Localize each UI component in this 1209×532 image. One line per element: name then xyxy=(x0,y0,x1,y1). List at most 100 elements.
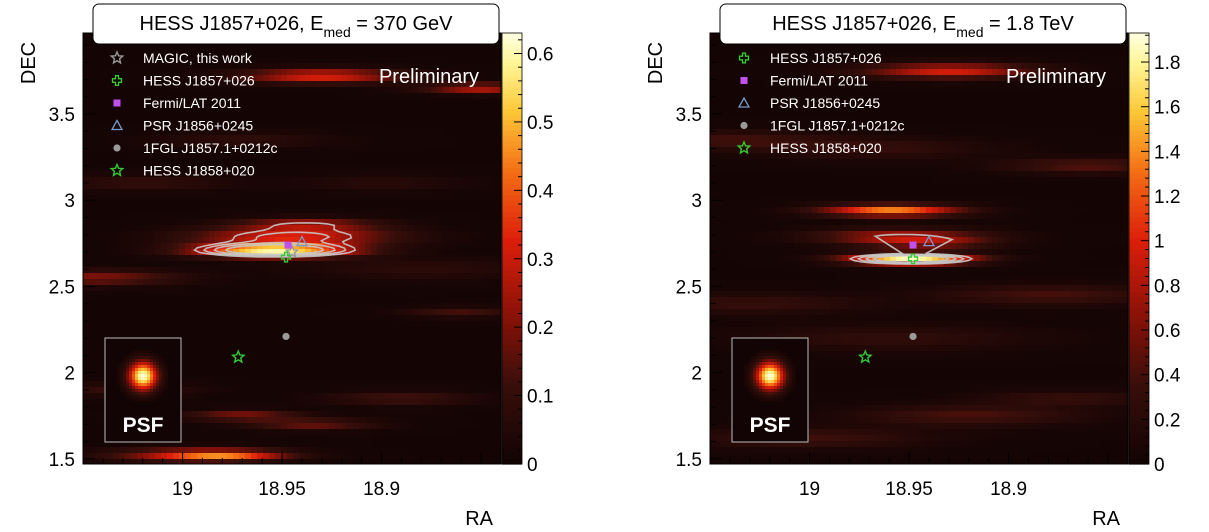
heatmap-cell xyxy=(179,99,186,106)
heatmap-cell xyxy=(191,45,198,52)
heatmap-cell xyxy=(467,45,474,52)
heatmap-cell xyxy=(101,111,108,118)
heatmap-cell xyxy=(341,129,348,136)
heatmap-cell xyxy=(365,333,372,340)
heatmap-cell xyxy=(317,447,324,454)
heatmap-cell xyxy=(497,225,502,232)
heatmap-cell xyxy=(167,315,174,322)
heatmap-cell xyxy=(161,201,168,208)
heatmap-cell xyxy=(449,171,456,178)
heatmap-cell xyxy=(143,219,150,226)
heatmap-cell xyxy=(365,441,372,448)
heatmap-cell xyxy=(341,177,348,184)
heatmap-cell xyxy=(215,93,222,100)
heatmap-cell xyxy=(431,159,438,166)
heatmap-cell xyxy=(107,303,114,310)
heatmap-cell xyxy=(167,45,174,52)
heatmap-cell xyxy=(293,387,300,394)
heatmap-cell xyxy=(185,237,192,244)
heatmap-cell xyxy=(185,165,192,172)
heatmap-cell xyxy=(119,201,126,208)
heatmap-cell xyxy=(359,327,366,334)
heatmap-cell xyxy=(449,141,456,148)
heatmap-cell xyxy=(293,105,300,112)
heatmap-cell xyxy=(347,69,354,76)
heatmap-cell xyxy=(305,333,312,340)
heatmap-cell xyxy=(239,105,246,112)
heatmap-cell xyxy=(497,243,502,250)
heatmap-cell xyxy=(281,213,288,220)
heatmap-cell xyxy=(227,273,234,280)
heatmap-cell xyxy=(155,333,162,340)
heatmap-cell xyxy=(89,399,96,406)
heatmap-cell xyxy=(95,249,102,256)
heatmap-cell xyxy=(419,357,426,364)
heatmap-cell xyxy=(497,285,502,292)
heatmap-cell xyxy=(131,177,138,184)
heatmap-cell xyxy=(143,213,150,220)
heatmap-cell xyxy=(449,381,456,388)
heatmap-cell xyxy=(479,111,486,118)
heatmap-cell xyxy=(431,441,438,448)
heatmap-cell xyxy=(425,315,432,322)
heatmap-cell xyxy=(185,267,192,274)
heatmap-cell xyxy=(197,459,204,465)
heatmap-cell xyxy=(335,165,342,172)
heatmap-cell xyxy=(287,369,294,376)
heatmap-cell xyxy=(413,147,420,154)
heatmap-cell xyxy=(155,225,162,232)
heatmap-cell xyxy=(215,339,222,346)
heatmap-cell xyxy=(293,375,300,382)
heatmap-cell xyxy=(485,147,492,154)
heatmap-cell xyxy=(131,237,138,244)
heatmap-cell xyxy=(497,261,502,268)
heatmap-cell xyxy=(89,375,96,382)
heatmap-cell xyxy=(425,381,432,388)
heatmap-cell xyxy=(431,237,438,244)
heatmap-cell xyxy=(293,441,300,448)
heatmap-cell xyxy=(209,213,216,220)
heatmap-cell xyxy=(203,303,210,310)
heatmap-cell xyxy=(281,81,288,88)
heatmap-cell xyxy=(407,393,414,400)
heatmap-cell xyxy=(377,51,384,58)
heatmap-cell xyxy=(101,159,108,166)
heatmap-cell xyxy=(431,171,438,178)
heatmap-cell xyxy=(329,369,336,376)
heatmap-cell xyxy=(203,141,210,148)
heatmap-cell xyxy=(353,351,360,358)
heatmap-cell xyxy=(155,303,162,310)
heatmap-cell xyxy=(221,351,228,358)
heatmap-cell xyxy=(173,159,180,166)
heatmap-cell xyxy=(485,117,492,124)
heatmap-cell xyxy=(365,147,372,154)
heatmap-cell xyxy=(287,141,294,148)
heatmap-cell xyxy=(209,405,216,412)
heatmap-cell xyxy=(185,369,192,376)
heatmap-cell xyxy=(275,135,282,142)
heatmap-cell xyxy=(131,327,138,334)
heatmap-cell xyxy=(293,135,300,142)
heatmap-cell xyxy=(293,195,300,202)
heatmap-cell xyxy=(125,171,132,178)
heatmap-cell xyxy=(185,219,192,226)
heatmap-cell xyxy=(287,405,294,412)
heatmap-cell xyxy=(329,81,336,88)
heatmap-cell xyxy=(437,81,444,88)
heatmap-cell xyxy=(269,165,276,172)
heatmap-cell xyxy=(473,171,480,178)
heatmap-cell xyxy=(479,411,486,418)
heatmap-cell xyxy=(323,375,330,382)
heatmap-cell xyxy=(377,69,384,76)
heatmap-cell xyxy=(443,405,450,412)
heatmap-cell xyxy=(125,165,132,172)
heatmap-cell xyxy=(293,333,300,340)
heatmap-cell xyxy=(395,351,402,358)
heatmap-cell xyxy=(173,177,180,184)
heatmap-cell xyxy=(317,255,324,262)
heatmap-cell xyxy=(179,201,186,208)
heatmap-cell xyxy=(107,177,114,184)
heatmap-cell xyxy=(425,219,432,226)
heatmap-cell xyxy=(365,201,372,208)
heatmap-cell xyxy=(401,57,408,64)
